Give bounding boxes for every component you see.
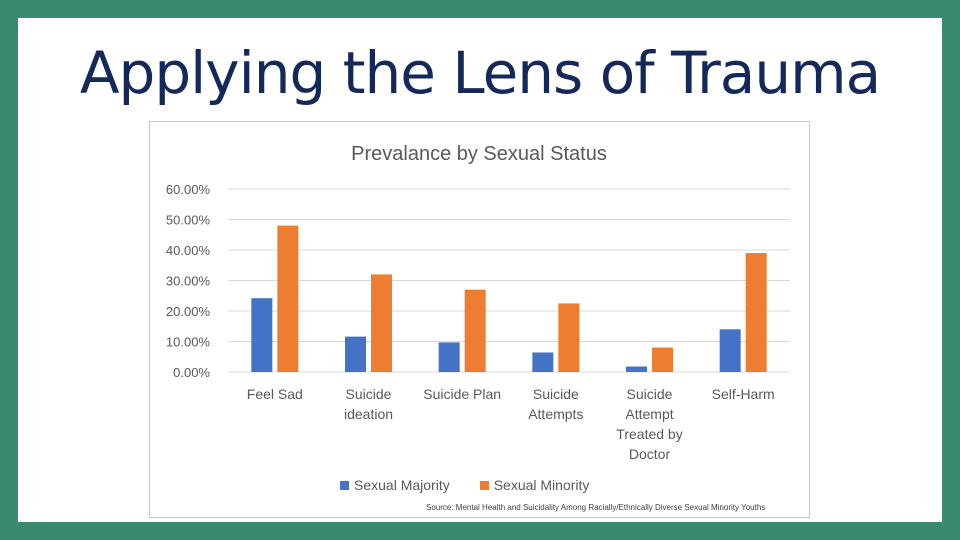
legend: Sexual Majority Sexual Minority [340, 477, 589, 493]
legend-swatch-minority [479, 480, 489, 490]
y-tick-label: 20.00% [166, 304, 211, 319]
y-tick-label: 60.00% [166, 182, 211, 197]
chart-title: Prevalance by Sexual Status [351, 143, 607, 165]
y-tick-label: 30.00% [166, 274, 211, 289]
legend-label-majority: Sexual Majority [354, 477, 450, 493]
x-category-label: Self-Harm [712, 386, 775, 402]
x-category-label-line: Attempts [528, 406, 583, 422]
x-category-label: Suicide Attempt Treated by Doctor [616, 386, 682, 462]
axis-labels: 0.00% 10.00% 20.00% 30.00% 40.00% 50.00% 60.00… [166, 182, 775, 462]
bar-minority [371, 274, 392, 372]
y-tick-label: 40.00% [166, 243, 211, 258]
bar-majority [251, 298, 273, 372]
x-category-label-line: Attempt [625, 406, 673, 422]
x-category-label-line: Treated by [616, 426, 682, 442]
x-category-label-line: Feel Sad [247, 386, 303, 402]
bar-majority [719, 329, 741, 372]
bars [251, 225, 767, 372]
x-category-label-line: Doctor [629, 446, 671, 462]
y-tick-label: 10.00% [166, 335, 211, 350]
y-tick-label: 0.00% [173, 365, 210, 380]
bar-majority [345, 336, 366, 372]
bar-majority [626, 366, 647, 372]
legend-label-minority: Sexual Minority [493, 477, 590, 493]
slide: Applying the Lens of Trauma Prevalance b… [18, 18, 942, 522]
chart-frame: Prevalance by Sexual Status 0.00% 10.00% 2… [149, 121, 810, 518]
gridlines [228, 188, 790, 373]
x-category-label-line: ideation [344, 406, 393, 422]
x-category-label-line: Suicide [533, 386, 579, 402]
x-category-label: Suicide Attempts [528, 386, 583, 422]
x-category-label-line: Suicide [627, 386, 673, 402]
legend-swatch-majority [340, 480, 349, 490]
bar-minority [652, 347, 673, 372]
x-category-label: Suicide Plan [423, 386, 501, 402]
source-note: Source: Mental Health and Suicidality Am… [426, 503, 766, 512]
bar-minority [277, 225, 299, 372]
bar-majority [532, 352, 554, 372]
legend-item-minority: Sexual Minority [479, 477, 590, 493]
bar-minority [745, 253, 767, 372]
x-category-label-line: Suicide [346, 386, 392, 402]
bar-minority [558, 303, 580, 372]
legend-item-majority: Sexual Majority [340, 477, 450, 493]
bar-majority [438, 342, 460, 372]
bar-chart: Prevalance by Sexual Status 0.00% 10.00% 2… [166, 143, 790, 462]
slide-title: Applying the Lens of Trauma [79, 39, 881, 107]
x-category-label-line: Suicide Plan [423, 386, 501, 402]
y-tick-label: 50.00% [166, 213, 211, 228]
x-category-label-line: Self-Harm [712, 386, 775, 402]
bar-minority [464, 289, 486, 372]
x-category-label: Feel Sad [247, 386, 303, 402]
x-category-label: Suicide ideation [344, 386, 393, 422]
